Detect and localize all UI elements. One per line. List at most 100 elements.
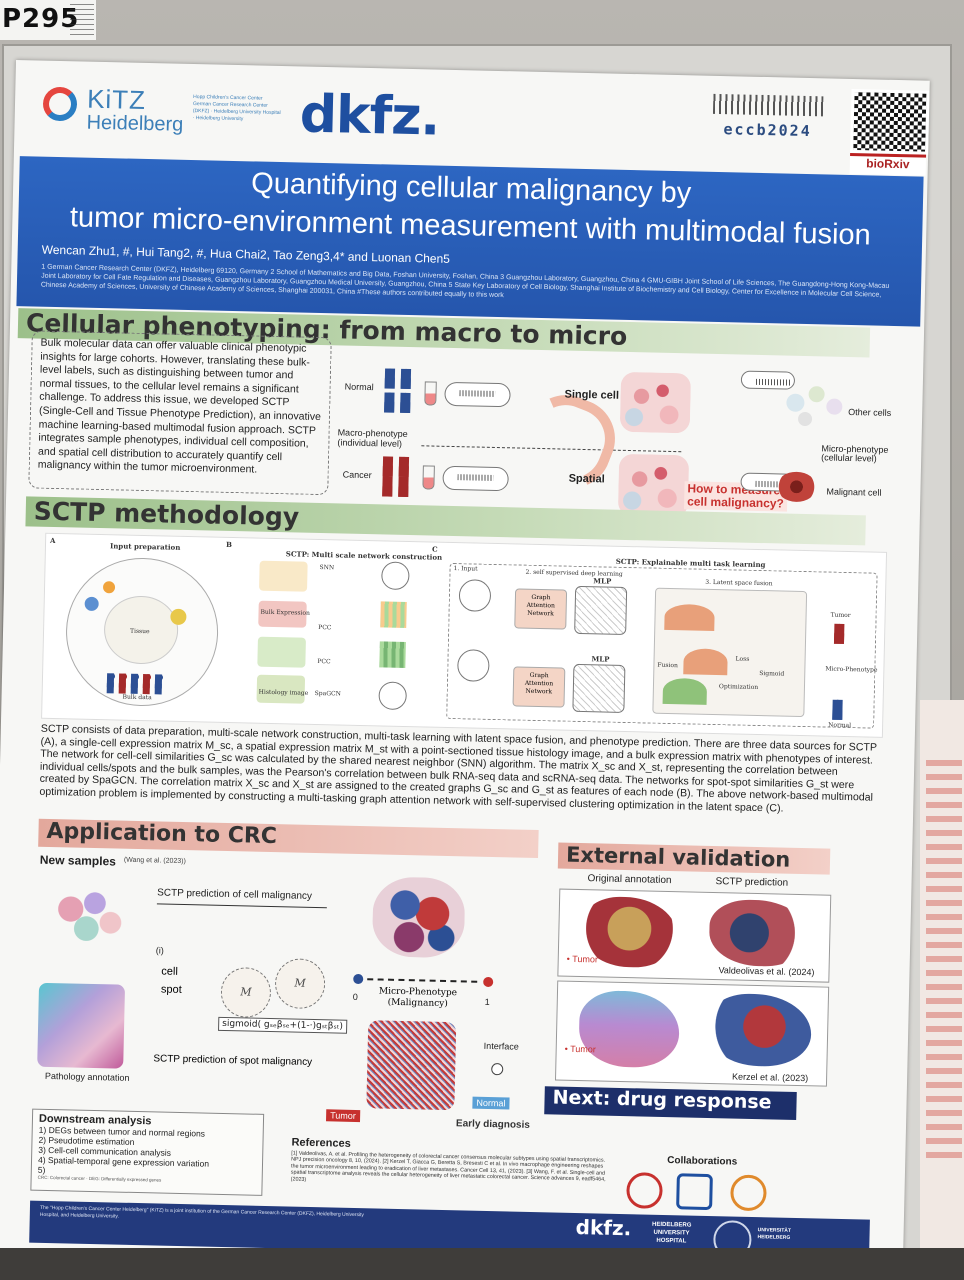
- label-malignant-cell: Malignant cell: [826, 486, 882, 498]
- micro-phenotype-label: Micro-Phenotype: [825, 665, 878, 674]
- umap-malignancy-plot: [371, 876, 466, 959]
- cell-label: cell: [161, 965, 179, 978]
- board-number-tag: P295: [0, 0, 96, 40]
- pcc-label: PCC: [317, 657, 331, 666]
- cell-icon: [786, 393, 805, 412]
- snn-label: SNN: [319, 564, 335, 572]
- ruler-strip: [70, 4, 94, 38]
- label-single-cell: Single cell: [564, 388, 620, 402]
- footer-university-label: UNIVERSITÄT HEIDELBERG: [757, 1227, 792, 1241]
- references: References [1] Valdeolivas, A. et al. Pr…: [291, 1137, 612, 1190]
- person-icon: [382, 476, 393, 497]
- footer-dkfz-logo: dkfz.: [575, 1215, 632, 1241]
- optimization-label: Optimization: [718, 683, 759, 691]
- umap-celltype-plot: [45, 882, 128, 949]
- kitz-city: Heidelberg: [86, 111, 184, 136]
- kitz-tagline: Hopp Children's Cancer Center German Can…: [192, 94, 281, 123]
- tumor-label: Tumor: [830, 611, 851, 620]
- spatial-tissue-icon: [617, 453, 690, 518]
- pred-cell-label: SCTP prediction of cell malignancy: [157, 887, 313, 902]
- bulk-data-label: Bulk data: [122, 693, 152, 702]
- single-cell-tissue-icon: [619, 371, 692, 434]
- scale-max-label: 1: [484, 996, 490, 1007]
- multi-scale-title: SCTP: Multi scale network construction: [285, 549, 443, 562]
- qr-code[interactable]: [850, 88, 930, 155]
- dkfz-logo: dkfz.: [299, 84, 440, 148]
- spatial-malignancy-map: [366, 1020, 457, 1111]
- matrix-heatmap-icon: [380, 601, 407, 628]
- label-spatial: Spatial: [568, 472, 605, 486]
- neighbor-poster: [920, 700, 964, 1280]
- distribution-icon: [662, 677, 708, 705]
- scale-max-dot: [483, 976, 494, 988]
- pathology-image: [37, 982, 126, 1069]
- eccb-barcode-icon: [712, 93, 824, 117]
- floor: [0, 1248, 964, 1280]
- tumor-person-icon: [833, 623, 845, 644]
- tissue-prediction-image: [708, 898, 811, 968]
- fusion-label: Fusion: [657, 661, 679, 670]
- dna-array-icon: [442, 465, 509, 492]
- conference-name: eccb2024: [723, 120, 812, 141]
- cell-icon: [826, 398, 843, 415]
- poster: KiTZ Heidelberg Hopp Children's Cancer C…: [0, 60, 930, 1271]
- latent-space-label: 3. Latent space fusion: [705, 578, 773, 588]
- methodology-description: SCTP consists of data preparation, multi…: [39, 722, 877, 815]
- validation-panel-2: • Tumor Kerzel et al. (2023): [554, 980, 830, 1087]
- validation-panel-1: • Tumor Valdeolivas et al. (2024): [557, 888, 832, 983]
- new-samples-label: New samples: [39, 852, 117, 869]
- mlp-network-icon: [574, 585, 628, 635]
- label-other-cells: Other cells: [848, 406, 892, 418]
- roman-label: (i): [155, 945, 164, 956]
- tumor-tag: Tumor: [326, 1109, 360, 1123]
- section-heading-validation: External validation: [557, 842, 831, 875]
- university-logo: [626, 1172, 663, 1209]
- network-graph-icon: [381, 561, 410, 591]
- footer-text: The "Hopp Children's Cancer Center Heide…: [39, 1204, 365, 1220]
- mlp-label: MLP: [591, 654, 610, 664]
- normal-label: Normal: [828, 721, 852, 730]
- matrix-heatmap-icon: [379, 641, 406, 668]
- spagcn-label: SpaGCN: [314, 689, 341, 698]
- authors: Wencan Zhu1, #, Hui Tang2, #, Hua Chai2,…: [41, 242, 451, 266]
- new-samples-ref: (Wang et al. (2023)): [123, 856, 186, 866]
- panel-input-preparation: Input preparation Tissue Bulk data: [60, 541, 223, 710]
- person-icon: [400, 368, 412, 390]
- person-icon: [154, 674, 163, 695]
- dna-array-icon: [444, 381, 511, 408]
- distribution-icon: [683, 648, 728, 676]
- panel-label-b: B: [225, 539, 233, 550]
- sigmoid-formula: sigmoid( gₛₑβₛₑ+(1-·)gₛₜβₛₜ): [218, 1016, 348, 1034]
- kitz-ring-icon: [42, 86, 78, 122]
- pred-spot-label: SCTP prediction of spot malignancy: [153, 1053, 313, 1068]
- tissue-prediction-image: [706, 992, 812, 1068]
- original-annotation-label: Original annotation: [587, 873, 672, 887]
- person-icon: [106, 673, 115, 694]
- tissue-annotation-image: [578, 990, 681, 1069]
- person-icon: [398, 456, 410, 478]
- methodology-figure: A B C Input preparation Tissue Bulk data…: [41, 532, 888, 738]
- person-icon: [130, 673, 139, 694]
- label-normal: Normal: [344, 381, 374, 393]
- mlp-network-icon: [572, 663, 626, 713]
- scale-min-dot: [353, 973, 364, 985]
- distribution-icon: [664, 603, 715, 631]
- next-drug-response-banner: Next: drug response: [544, 1086, 797, 1120]
- sample-tube-icon: [422, 465, 435, 490]
- macro-micro-schematic: Normal Cancer Macro-phenotype (individua…: [336, 335, 900, 518]
- early-diagnosis-label: Early diagnosis: [455, 1118, 531, 1131]
- interface-dot: [491, 1063, 504, 1076]
- mlp-label: MLP: [593, 576, 612, 586]
- gat-box: Graph Attention Network: [512, 666, 566, 708]
- affiliations: 1 German Cancer Research Center (DKFZ), …: [40, 263, 890, 300]
- network-graph-icon: [378, 681, 407, 711]
- malignant-cell-icon: [776, 471, 817, 503]
- person-icon: [400, 392, 411, 414]
- tumor-legend: • Tumor: [564, 1043, 596, 1055]
- sc-expression-box: [259, 560, 308, 592]
- normal-tag: Normal: [472, 1096, 510, 1110]
- gat-box: Graph Attention Network: [514, 588, 568, 630]
- label-micro-phenotype: Micro-phenotype (cellular level): [821, 443, 889, 464]
- footer-hospital-logo: HEIDELBERG UNIVERSITY HOSPITAL: [651, 1221, 692, 1245]
- citation-valdeolivas: Valdeolivas et al. (2024): [718, 965, 815, 978]
